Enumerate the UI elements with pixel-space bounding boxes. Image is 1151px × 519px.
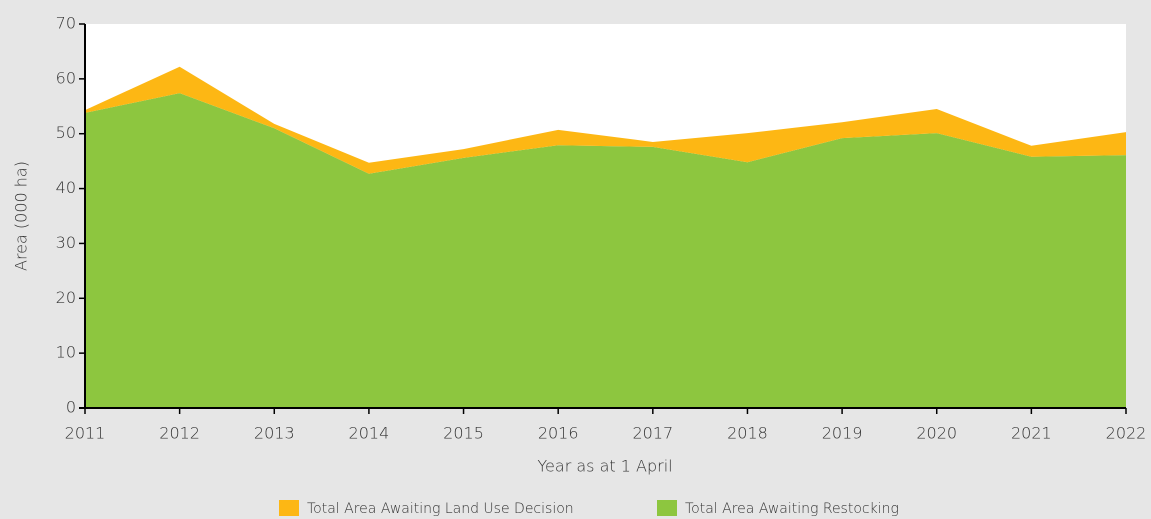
y-tick-label: 40: [56, 178, 76, 197]
y-tick-label: 60: [56, 68, 76, 87]
y-tick-label: 50: [56, 123, 76, 142]
legend-label: Total Area Awaiting Land Use Decision: [307, 501, 574, 517]
x-tick-label: 2019: [822, 424, 863, 443]
x-tick-label: 2016: [538, 424, 579, 443]
y-tick-label: 10: [56, 343, 76, 362]
y-tick-label: 30: [56, 233, 76, 252]
x-tick-label: 2012: [159, 424, 200, 443]
legend-label: Total Area Awaiting Restocking: [685, 501, 899, 517]
x-tick-label: 2018: [727, 424, 768, 443]
x-tick-label: 2013: [254, 424, 295, 443]
area: [85, 93, 1126, 409]
x-tick-label: 2011: [65, 424, 106, 443]
x-tick-label: 2022: [1106, 424, 1147, 443]
y-axis-label: Area (000 ha): [12, 161, 31, 271]
x-tick-label: 2014: [349, 424, 390, 443]
x-axis-label: Year as at 1 April: [537, 457, 672, 476]
area: [85, 66, 1126, 174]
y-tick-label: 70: [56, 14, 76, 33]
x-tick-label: 2015: [443, 424, 484, 443]
y-tick-label: 0: [66, 398, 76, 417]
legend-swatch: [657, 500, 677, 516]
y-tick-label: 20: [56, 288, 76, 307]
legend-swatch: [279, 500, 299, 516]
x-tick-label: 2020: [916, 424, 957, 443]
x-tick-label: 2021: [1011, 424, 1052, 443]
x-tick-label: 2017: [632, 424, 673, 443]
